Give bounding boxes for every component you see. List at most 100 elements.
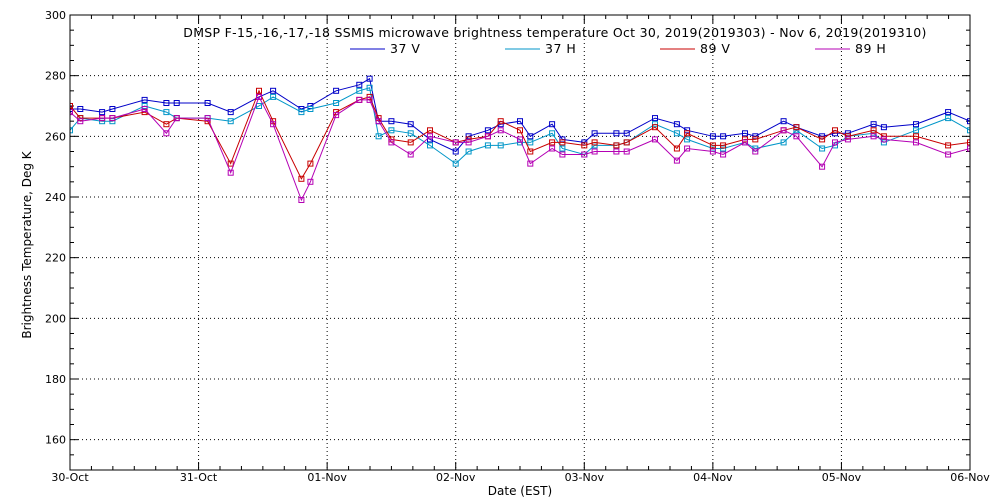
data-point bbox=[204, 115, 211, 122]
data-point bbox=[549, 139, 556, 146]
data-point bbox=[967, 145, 970, 152]
data-point bbox=[673, 121, 680, 128]
data-point bbox=[559, 151, 566, 158]
data-point bbox=[793, 124, 800, 131]
data-point bbox=[356, 81, 363, 88]
data-point bbox=[77, 118, 84, 125]
data-point bbox=[70, 103, 73, 109]
data-point bbox=[527, 139, 534, 146]
data-point bbox=[684, 136, 691, 143]
data-point bbox=[298, 197, 305, 203]
series-89-h bbox=[70, 93, 970, 203]
data-point bbox=[256, 103, 262, 109]
y-tick-label: 240 bbox=[45, 191, 66, 204]
data-point bbox=[527, 160, 534, 167]
y-tick-label: 200 bbox=[45, 312, 66, 325]
data-point bbox=[307, 106, 314, 112]
data-point bbox=[366, 96, 373, 103]
data-point bbox=[880, 133, 887, 140]
data-point bbox=[99, 109, 106, 116]
data-point bbox=[913, 133, 919, 140]
axis-ticks bbox=[69, 14, 971, 471]
data-point bbox=[388, 118, 395, 125]
data-point bbox=[844, 136, 851, 143]
data-point bbox=[819, 136, 826, 143]
data-point bbox=[356, 96, 363, 103]
data-point bbox=[452, 148, 459, 155]
data-point bbox=[427, 127, 433, 134]
data-point bbox=[684, 130, 691, 137]
x-tick-label: 03-Nov bbox=[565, 471, 605, 484]
data-point bbox=[452, 160, 459, 167]
data-point bbox=[709, 133, 716, 140]
x-tick-label: 06-Nov bbox=[950, 471, 990, 484]
data-point bbox=[298, 175, 305, 182]
data-point bbox=[673, 130, 680, 137]
data-point bbox=[497, 142, 504, 149]
data-point bbox=[270, 93, 277, 100]
data-point bbox=[832, 139, 838, 146]
data-point bbox=[945, 151, 952, 158]
data-point bbox=[109, 106, 116, 112]
x-tick-label: 02-Nov bbox=[436, 471, 476, 484]
y-tick-label: 180 bbox=[45, 373, 66, 386]
data-point bbox=[307, 160, 314, 167]
data-point bbox=[613, 142, 620, 149]
data-point bbox=[270, 121, 277, 128]
data-point bbox=[752, 136, 759, 143]
data-point bbox=[880, 136, 887, 143]
data-point bbox=[623, 139, 630, 146]
data-point bbox=[793, 127, 800, 134]
data-point bbox=[652, 124, 658, 131]
data-point bbox=[623, 148, 630, 155]
legend-label: 37 H bbox=[545, 41, 576, 56]
data-point bbox=[720, 133, 727, 140]
data-point bbox=[517, 127, 523, 134]
data-point bbox=[427, 133, 433, 140]
data-point bbox=[375, 133, 382, 140]
data-point bbox=[559, 145, 566, 152]
data-point bbox=[227, 160, 234, 167]
data-point bbox=[407, 130, 414, 137]
data-point bbox=[407, 121, 414, 128]
data-point bbox=[407, 151, 414, 158]
legend: 37 V 37 H 89 V 89 H bbox=[350, 41, 886, 56]
data-point bbox=[375, 118, 382, 125]
x-tick-label: 31-Oct bbox=[180, 471, 218, 484]
data-point bbox=[517, 136, 523, 143]
plot-frame bbox=[69, 14, 971, 471]
data-point bbox=[967, 118, 970, 125]
data-point bbox=[497, 127, 504, 134]
data-point bbox=[945, 109, 952, 116]
legend-label: 89 H bbox=[855, 41, 886, 56]
chart-title: DMSP F-15,-16,-17,-18 SSMIS microwave br… bbox=[183, 25, 926, 40]
data-point bbox=[709, 148, 716, 155]
data-point bbox=[77, 106, 84, 112]
data-point bbox=[549, 145, 556, 152]
data-point bbox=[484, 142, 491, 149]
data-point bbox=[388, 139, 395, 146]
data-point bbox=[333, 112, 340, 119]
series-line bbox=[70, 95, 970, 202]
data-point bbox=[581, 151, 588, 158]
data-point bbox=[549, 130, 556, 137]
data-point bbox=[484, 127, 491, 134]
data-point bbox=[832, 127, 838, 134]
data-point bbox=[870, 133, 877, 140]
data-point bbox=[141, 106, 148, 112]
data-point bbox=[452, 139, 459, 146]
data-point bbox=[752, 148, 759, 155]
data-point bbox=[673, 157, 680, 164]
data-point bbox=[366, 84, 373, 91]
data-point bbox=[70, 127, 73, 134]
data-point bbox=[465, 139, 472, 146]
data-point bbox=[591, 148, 598, 155]
data-point bbox=[173, 100, 180, 106]
data-point bbox=[256, 87, 262, 94]
data-point bbox=[465, 148, 472, 155]
data-point bbox=[880, 124, 887, 131]
data-point bbox=[967, 139, 970, 146]
data-point bbox=[652, 115, 658, 122]
